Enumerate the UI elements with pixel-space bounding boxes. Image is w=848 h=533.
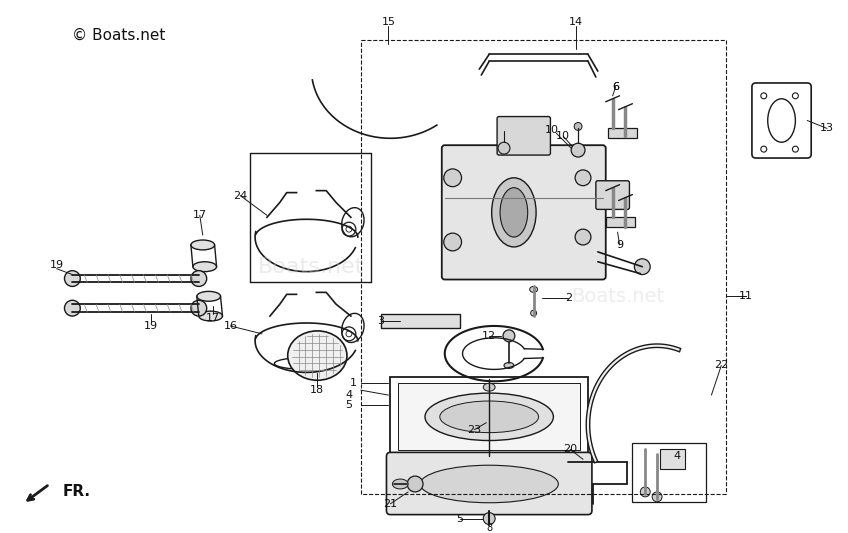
Text: 4: 4 [345, 390, 353, 400]
Text: Boats.net: Boats.net [258, 257, 365, 277]
Ellipse shape [420, 465, 558, 503]
Text: FR.: FR. [63, 484, 91, 499]
Text: 3: 3 [377, 316, 384, 326]
Circle shape [191, 300, 207, 316]
Text: 19: 19 [144, 321, 159, 331]
Text: 24: 24 [233, 191, 248, 200]
Circle shape [572, 143, 585, 157]
Ellipse shape [483, 383, 495, 391]
Ellipse shape [440, 401, 538, 433]
Circle shape [483, 513, 495, 524]
Text: 14: 14 [569, 17, 583, 27]
Text: 17: 17 [192, 211, 207, 220]
Circle shape [191, 271, 207, 286]
Text: 2: 2 [565, 293, 572, 303]
Bar [381, 314, 460, 328]
Text: 20: 20 [563, 445, 577, 455]
Text: 1: 1 [349, 378, 356, 388]
Text: 11: 11 [739, 292, 753, 301]
Text: 6: 6 [612, 82, 619, 92]
Text: 21: 21 [383, 499, 398, 508]
Text: Boats.net: Boats.net [571, 287, 664, 306]
Circle shape [498, 142, 510, 154]
Circle shape [407, 476, 423, 492]
Bar [633, 442, 706, 502]
Text: 6: 6 [612, 82, 619, 92]
FancyBboxPatch shape [387, 453, 592, 514]
Circle shape [64, 271, 81, 286]
Ellipse shape [444, 169, 461, 187]
Ellipse shape [425, 393, 554, 441]
Ellipse shape [500, 188, 527, 237]
Ellipse shape [198, 311, 222, 321]
Text: 10: 10 [544, 125, 559, 135]
Text: 8: 8 [486, 523, 492, 533]
Ellipse shape [530, 286, 538, 293]
Ellipse shape [197, 292, 220, 301]
Ellipse shape [575, 229, 591, 245]
Text: 16: 16 [223, 321, 237, 331]
Ellipse shape [531, 310, 537, 316]
Text: 15: 15 [382, 17, 395, 27]
Text: 10: 10 [556, 131, 570, 141]
Bar [608, 128, 638, 138]
Text: 18: 18 [310, 385, 325, 395]
Ellipse shape [575, 170, 591, 185]
Bar [660, 449, 685, 469]
Text: 23: 23 [467, 425, 482, 435]
Bar [399, 383, 580, 450]
Circle shape [640, 487, 650, 497]
Text: 13: 13 [820, 124, 834, 133]
Text: 5: 5 [345, 400, 353, 410]
FancyBboxPatch shape [442, 145, 605, 279]
Text: © Boats.net: © Boats.net [72, 28, 165, 43]
FancyBboxPatch shape [497, 117, 550, 155]
Ellipse shape [191, 240, 215, 250]
Bar [390, 377, 588, 456]
Circle shape [574, 123, 582, 131]
Text: 22: 22 [714, 360, 728, 370]
Circle shape [64, 300, 81, 316]
Ellipse shape [444, 233, 461, 251]
Text: 4: 4 [673, 451, 680, 462]
Text: 5: 5 [456, 514, 463, 523]
FancyBboxPatch shape [596, 181, 629, 209]
Circle shape [634, 259, 650, 274]
Ellipse shape [393, 479, 408, 489]
Bar [605, 217, 635, 227]
Ellipse shape [504, 362, 514, 368]
Ellipse shape [192, 262, 216, 272]
Ellipse shape [492, 178, 536, 247]
Circle shape [503, 330, 515, 342]
Text: 12: 12 [483, 331, 496, 341]
Text: 19: 19 [49, 260, 64, 270]
Text: 9: 9 [616, 240, 623, 250]
Text: 17: 17 [205, 313, 220, 323]
Circle shape [652, 492, 662, 502]
Ellipse shape [287, 331, 347, 380]
